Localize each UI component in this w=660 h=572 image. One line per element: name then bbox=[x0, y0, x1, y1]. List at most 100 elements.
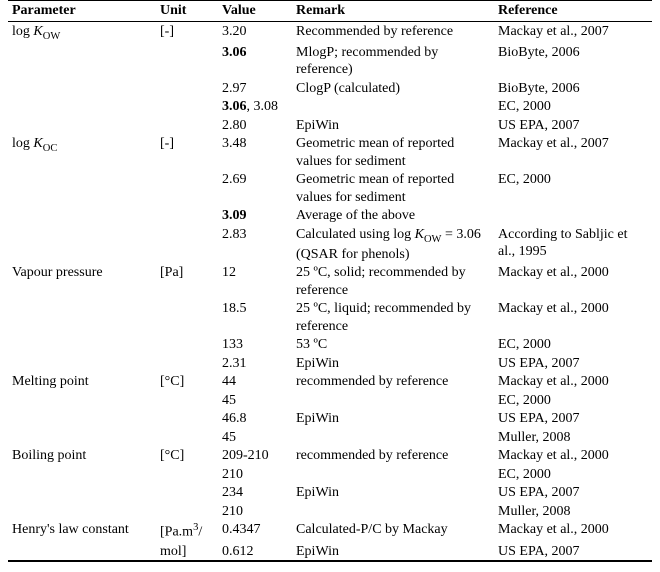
cell-parameter bbox=[8, 335, 156, 354]
cell-unit bbox=[156, 502, 218, 521]
cell-unit bbox=[156, 354, 218, 373]
cell-remark: Geometric mean of reported values for se… bbox=[292, 170, 494, 206]
cell-parameter bbox=[8, 542, 156, 562]
cell-reference: Mackay et al., 2007 bbox=[494, 22, 652, 43]
table-row: 210EC, 2000 bbox=[8, 465, 652, 484]
cell-parameter bbox=[8, 225, 156, 263]
cell-value: 133 bbox=[218, 335, 292, 354]
cell-reference: Mackay et al., 2000 bbox=[494, 372, 652, 391]
cell-reference: Mackay et al., 2007 bbox=[494, 134, 652, 170]
cell-value: 3.20 bbox=[218, 22, 292, 43]
table-body: log KOW[-]3.20Recommended by referenceMa… bbox=[8, 22, 652, 562]
cell-value: 2.80 bbox=[218, 116, 292, 135]
table-header-row: Parameter Unit Value Remark Reference bbox=[8, 1, 652, 22]
cell-remark: Recommended by reference bbox=[292, 22, 494, 43]
table-row: 45Muller, 2008 bbox=[8, 428, 652, 447]
cell-reference: EC, 2000 bbox=[494, 97, 652, 116]
cell-remark: recommended by reference bbox=[292, 446, 494, 465]
cell-reference: EC, 2000 bbox=[494, 391, 652, 410]
cell-reference: US EPA, 2007 bbox=[494, 542, 652, 562]
cell-parameter bbox=[8, 206, 156, 225]
cell-value: 18.5 bbox=[218, 299, 292, 335]
table-row: 2.69Geometric mean of reported values fo… bbox=[8, 170, 652, 206]
cell-reference: US EPA, 2007 bbox=[494, 116, 652, 135]
properties-table-page: Parameter Unit Value Remark Reference lo… bbox=[0, 0, 660, 572]
cell-parameter bbox=[8, 116, 156, 135]
cell-unit: [Pa.m3/ bbox=[156, 520, 218, 541]
cell-remark bbox=[292, 502, 494, 521]
cell-parameter: Boiling point bbox=[8, 446, 156, 465]
cell-unit bbox=[156, 483, 218, 502]
table-row: log KOW[-]3.20Recommended by referenceMa… bbox=[8, 22, 652, 43]
cell-value: 3.06, 3.08 bbox=[218, 97, 292, 116]
cell-reference bbox=[494, 206, 652, 225]
cell-unit bbox=[156, 335, 218, 354]
cell-reference: Muller, 2008 bbox=[494, 502, 652, 521]
cell-parameter bbox=[8, 409, 156, 428]
cell-value: 210 bbox=[218, 465, 292, 484]
cell-reference: BioByte, 2006 bbox=[494, 79, 652, 98]
cell-value: 0.4347 bbox=[218, 520, 292, 541]
cell-value: 3.48 bbox=[218, 134, 292, 170]
cell-parameter: Henry's law constant bbox=[8, 520, 156, 541]
cell-remark bbox=[292, 391, 494, 410]
cell-reference: Mackay et al., 2000 bbox=[494, 520, 652, 541]
cell-unit bbox=[156, 391, 218, 410]
cell-parameter bbox=[8, 43, 156, 79]
cell-remark: 25 ºC, solid; recommended by reference bbox=[292, 263, 494, 299]
cell-unit: [-] bbox=[156, 22, 218, 43]
cell-parameter: Melting point bbox=[8, 372, 156, 391]
cell-unit bbox=[156, 170, 218, 206]
cell-parameter bbox=[8, 428, 156, 447]
cell-remark bbox=[292, 465, 494, 484]
header-value: Value bbox=[218, 1, 292, 22]
cell-reference: According to Sabljic et al., 1995 bbox=[494, 225, 652, 263]
cell-remark: ClogP (calculated) bbox=[292, 79, 494, 98]
cell-reference: Mackay et al., 2000 bbox=[494, 446, 652, 465]
cell-remark: 53 ºC bbox=[292, 335, 494, 354]
cell-parameter bbox=[8, 354, 156, 373]
cell-value: 3.09 bbox=[218, 206, 292, 225]
cell-remark: Calculated using log KOW = 3.06 (QSAR fo… bbox=[292, 225, 494, 263]
cell-remark: Calculated-P/C by Mackay bbox=[292, 520, 494, 541]
cell-unit bbox=[156, 79, 218, 98]
table-row: 3.09Average of the above bbox=[8, 206, 652, 225]
cell-value: 44 bbox=[218, 372, 292, 391]
table-row: 13353 ºCEC, 2000 bbox=[8, 335, 652, 354]
properties-table: Parameter Unit Value Remark Reference lo… bbox=[8, 0, 652, 562]
cell-value: 45 bbox=[218, 428, 292, 447]
cell-value: 45 bbox=[218, 391, 292, 410]
header-unit: Unit bbox=[156, 1, 218, 22]
table-row: log KOC[-]3.48Geometric mean of reported… bbox=[8, 134, 652, 170]
cell-remark: EpiWin bbox=[292, 354, 494, 373]
cell-unit bbox=[156, 409, 218, 428]
cell-reference: Mackay et al., 2000 bbox=[494, 299, 652, 335]
cell-value: 210 bbox=[218, 502, 292, 521]
table-row: 3.06, 3.08 EC, 2000 bbox=[8, 97, 652, 116]
table-row: mol]0.612EpiWinUS EPA, 2007 bbox=[8, 542, 652, 562]
cell-parameter bbox=[8, 483, 156, 502]
table-row: 18.525 ºC, liquid; recommended by refere… bbox=[8, 299, 652, 335]
cell-unit bbox=[156, 43, 218, 79]
cell-remark: EpiWin bbox=[292, 116, 494, 135]
table-row: Melting point[°C]44recommended by refere… bbox=[8, 372, 652, 391]
cell-remark bbox=[292, 97, 494, 116]
table-row: 234EpiWinUS EPA, 2007 bbox=[8, 483, 652, 502]
cell-parameter bbox=[8, 170, 156, 206]
cell-reference: US EPA, 2007 bbox=[494, 354, 652, 373]
cell-parameter bbox=[8, 79, 156, 98]
cell-reference: BioByte, 2006 bbox=[494, 43, 652, 79]
cell-remark: 25 ºC, liquid; recommended by reference bbox=[292, 299, 494, 335]
cell-reference: EC, 2000 bbox=[494, 335, 652, 354]
cell-parameter bbox=[8, 97, 156, 116]
table-row: 45 EC, 2000 bbox=[8, 391, 652, 410]
table-row: Boiling point[°C]209-210recommended by r… bbox=[8, 446, 652, 465]
cell-value: 209-210 bbox=[218, 446, 292, 465]
cell-reference: Mackay et al., 2000 bbox=[494, 263, 652, 299]
header-parameter: Parameter bbox=[8, 1, 156, 22]
cell-value: 234 bbox=[218, 483, 292, 502]
cell-parameter bbox=[8, 465, 156, 484]
cell-reference: US EPA, 2007 bbox=[494, 483, 652, 502]
table-row: 210 Muller, 2008 bbox=[8, 502, 652, 521]
cell-unit: [-] bbox=[156, 134, 218, 170]
